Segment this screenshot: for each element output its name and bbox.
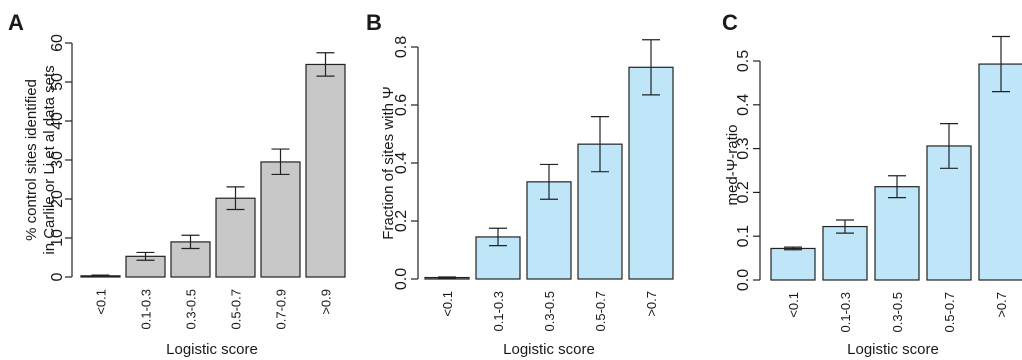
y-tick-label: 10 (49, 229, 66, 247)
bar (260, 161, 301, 278)
y-tick-label: 40 (49, 112, 66, 130)
x-tick-label: >0.7 (994, 292, 1009, 318)
y-axis-label: in Carlile or Li et al data sets (41, 65, 58, 254)
y-axis-label: Fraction of sites with Ψ (380, 86, 397, 239)
y-tick-label: 0.2 (393, 210, 410, 232)
x-tick-label: <0.1 (440, 291, 455, 317)
y-tick-label: 0.1 (735, 225, 752, 247)
y-tick-label: 0.0 (393, 268, 410, 290)
y-tick-label: 0.5 (735, 50, 752, 72)
y-axis-label: med-Ψ-ratio (724, 125, 741, 206)
x-tick-label: <0.1 (94, 289, 109, 315)
bar (822, 225, 868, 281)
x-tick-label: 0.1-0.3 (838, 292, 853, 332)
y-tick-label: 0.4 (735, 94, 752, 116)
x-tick-label: 0.5-0.7 (593, 291, 608, 331)
x-tick-label: >0.7 (644, 291, 659, 317)
x-axis-label: Logistic score (847, 341, 939, 358)
x-axis-label: Logistic score (166, 341, 258, 358)
x-tick-label: >0.9 (319, 289, 334, 315)
y-tick-label: 0.8 (393, 36, 410, 58)
bar (978, 63, 1022, 281)
x-tick-label: <0.1 (786, 292, 801, 318)
y-tick-label: 50 (49, 73, 66, 91)
x-tick-label: 0.5-0.7 (229, 289, 244, 329)
bar (874, 186, 920, 281)
y-tick-label: 0.0 (735, 269, 752, 291)
panel-c: C 0.0 0.1 0.2 0.3 0.4 0.5 med-Ψ-ratio <0.1 0.1-0.… (722, 10, 1022, 358)
y-tick-label: 0 (49, 272, 66, 281)
panel-a: A 0 10 20 30 40 50 60 % control sites identified… (8, 10, 346, 358)
bar (215, 197, 256, 278)
panel-letter: A (8, 10, 24, 35)
y-tick-label: 0.2 (735, 181, 752, 203)
y-tick-label: 0.4 (393, 152, 410, 174)
x-tick-label: 0.3-0.5 (890, 292, 905, 332)
y-axis-label: % control sites identified (23, 79, 40, 241)
bar (770, 247, 816, 281)
panel-letter: C (722, 10, 738, 35)
y-tick-label: 60 (49, 34, 66, 52)
y-tick-label: 0.6 (393, 94, 410, 116)
x-tick-label: 0.5-0.7 (942, 292, 957, 332)
panel-b: B 0.0 0.2 0.4 0.6 0.8 Fraction of sites with Ψ… (366, 10, 674, 358)
y-tick-label: 0.3 (735, 137, 752, 159)
panel-letter: B (366, 10, 382, 35)
x-tick-label: 0.3-0.5 (542, 291, 557, 331)
bar (305, 63, 346, 278)
x-tick-label: 0.1-0.3 (139, 289, 154, 329)
x-tick-label: 0.7-0.9 (274, 289, 289, 329)
x-tick-label: 0.1-0.3 (491, 291, 506, 331)
x-axis-label: Logistic score (503, 341, 595, 358)
bar (628, 66, 674, 280)
y-tick-label: 20 (49, 190, 66, 208)
y-tick-label: 30 (49, 151, 66, 169)
x-tick-label: 0.3-0.5 (184, 289, 199, 329)
